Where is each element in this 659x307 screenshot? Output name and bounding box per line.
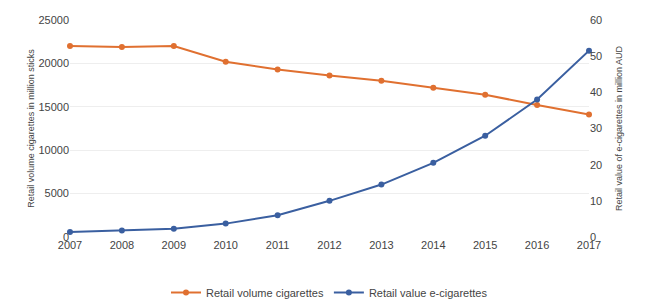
svg-text:Retail volume cigarettes: Retail volume cigarettes <box>206 287 324 299</box>
svg-text:Retail value e-cigarettes: Retail value e-cigarettes <box>369 287 488 299</box>
svg-text:2008: 2008 <box>110 239 134 251</box>
svg-text:Retail volume cigarettes in mi: Retail volume cigarettes in million stic… <box>26 49 36 208</box>
svg-text:10000: 10000 <box>38 144 69 156</box>
svg-text:2007: 2007 <box>58 239 82 251</box>
svg-text:2010: 2010 <box>213 239 237 251</box>
svg-text:2013: 2013 <box>369 239 393 251</box>
svg-text:20: 20 <box>590 159 602 171</box>
svg-text:2009: 2009 <box>162 239 186 251</box>
svg-text:60: 60 <box>590 14 602 26</box>
svg-text:50: 50 <box>590 50 602 62</box>
svg-text:2016: 2016 <box>525 239 549 251</box>
svg-text:2017: 2017 <box>577 239 601 251</box>
svg-text:2011: 2011 <box>266 239 290 251</box>
svg-text:40: 40 <box>590 86 602 98</box>
svg-text:15000: 15000 <box>38 101 69 113</box>
svg-text:Retail value of e-cigarettes i: Retail value of e-cigarettes in million … <box>614 45 624 211</box>
svg-text:2012: 2012 <box>317 239 341 251</box>
svg-text:25000: 25000 <box>38 14 69 26</box>
svg-text:0: 0 <box>590 231 596 243</box>
svg-text:2014: 2014 <box>421 239 445 251</box>
svg-text:30: 30 <box>590 122 602 134</box>
svg-text:5000: 5000 <box>45 187 69 199</box>
svg-text:0: 0 <box>63 231 69 243</box>
svg-text:10: 10 <box>590 195 602 207</box>
svg-text:20000: 20000 <box>38 57 69 69</box>
svg-text:2015: 2015 <box>473 239 497 251</box>
